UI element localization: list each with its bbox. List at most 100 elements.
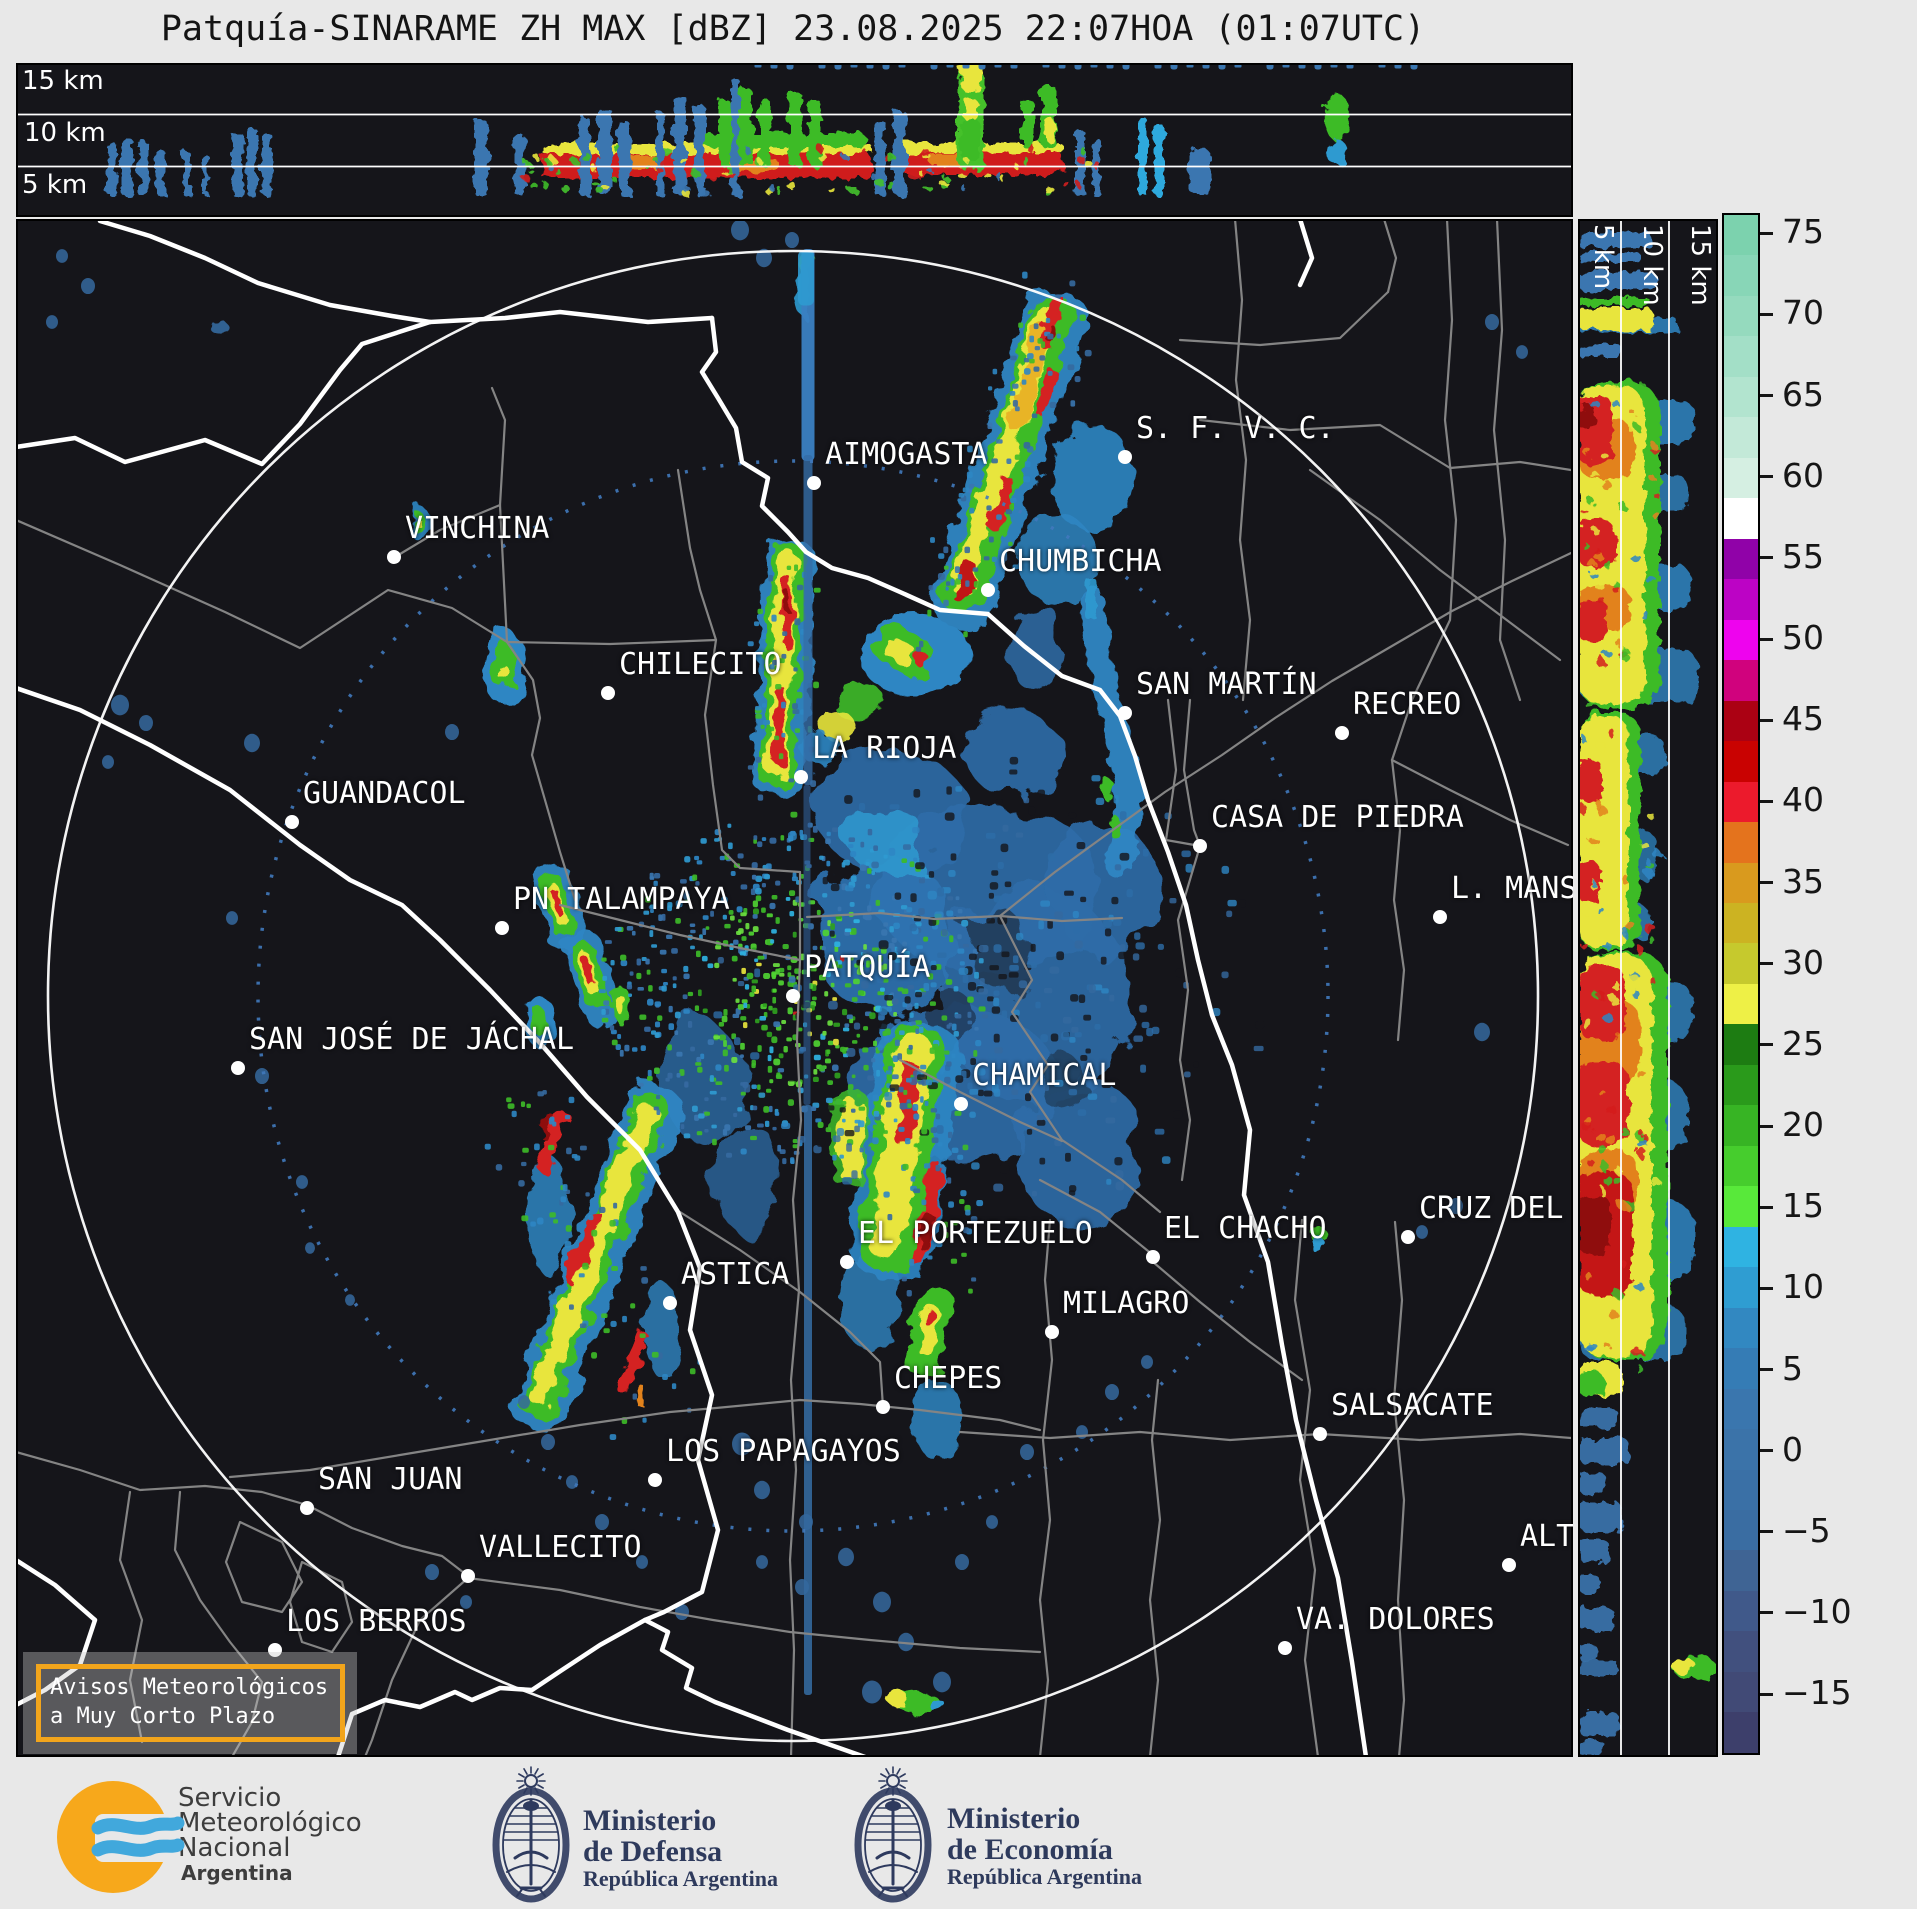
city-label: CHAMICAL	[972, 1058, 1117, 1093]
smn-country: Argentina	[181, 1861, 293, 1885]
city-label: SAN JOSÉ DE JÁCHAL	[249, 1022, 575, 1057]
right-axis-label-15km: 15 km	[1685, 224, 1715, 306]
warning-line-1: Avisos Meteorológicos	[50, 1675, 329, 1700]
colorbar-segment	[1724, 619, 1758, 661]
city-label: ALT	[1520, 1519, 1573, 1554]
colorbar-tick-label: 70	[1782, 293, 1824, 333]
colorbar-segment	[1724, 660, 1758, 701]
colorbar-tick-label: 40	[1782, 780, 1824, 820]
colorbar-segment	[1724, 579, 1758, 620]
colorbar-segment	[1724, 1226, 1758, 1268]
colorbar-tick-label: 50	[1782, 618, 1824, 658]
city-dot	[461, 1569, 475, 1583]
city-label: L. MANS	[1451, 871, 1573, 906]
city-dot	[231, 1061, 245, 1075]
colorbar-segment	[1724, 983, 1758, 1025]
colorbar-tick-label: 10	[1782, 1267, 1824, 1307]
colorbar-segment	[1724, 1469, 1758, 1510]
colorbar-segment	[1724, 1631, 1758, 1672]
colorbar-segment	[1724, 1145, 1758, 1187]
city-dot	[876, 1400, 890, 1414]
warning-line-2: a Muy Corto Plazo	[50, 1704, 276, 1729]
city-dot	[1193, 839, 1207, 853]
city-label: MILAGRO	[1063, 1286, 1190, 1321]
city-dot	[300, 1501, 314, 1515]
city-dot	[1313, 1427, 1327, 1441]
city-dot	[1335, 726, 1349, 740]
smn-logo-icon	[57, 1781, 185, 1893]
top-axis-label-10km: 10 km	[24, 118, 106, 148]
colorbar-segment	[1724, 1388, 1758, 1430]
city-label: LA RIOJA	[812, 731, 957, 766]
colorbar-tick	[1760, 1449, 1773, 1453]
colorbar-tick	[1760, 1043, 1773, 1047]
right-axis-label-10km: 10 km	[1637, 224, 1667, 306]
city-label: SAN JUAN	[318, 1462, 463, 1497]
smn-name-line1: Servicio	[178, 1783, 282, 1813]
colorbar-segment	[1724, 255, 1758, 296]
colorbar-tick-label: −10	[1782, 1591, 1852, 1631]
colorbar-tick	[1760, 475, 1773, 479]
colorbar-tick	[1760, 312, 1773, 316]
page-title: Patquía-SINARAME ZH MAX [dBZ] 23.08.2025…	[160, 9, 1426, 49]
defensa-line2: de Defensa	[583, 1835, 723, 1868]
colorbar-tick-label: 60	[1782, 455, 1824, 495]
colorbar-segment	[1724, 1307, 1758, 1349]
colorbar-tick	[1760, 637, 1773, 641]
colorbar-tick-label: −5	[1782, 1510, 1831, 1550]
colorbar-tick	[1760, 394, 1773, 398]
coat-of-arms-icon	[492, 1766, 570, 1903]
defensa-line1: Ministerio	[583, 1804, 717, 1837]
city-dot	[1502, 1558, 1516, 1572]
city-dot	[1146, 1250, 1160, 1264]
colorbar-segment	[1724, 376, 1758, 418]
colorbar-segment	[1724, 862, 1758, 903]
city-dot	[981, 583, 995, 597]
city-dot	[663, 1296, 677, 1310]
city-label: PN TALAMPAYA	[513, 882, 730, 917]
colorbar-tick	[1760, 881, 1773, 885]
colorbar-segment	[1724, 1510, 1758, 1551]
colorbar-tick-label: 25	[1782, 1023, 1824, 1063]
colorbar-tick-label: 5	[1782, 1348, 1803, 1388]
city-label: VINCHINA	[405, 511, 550, 546]
colorbar-segment	[1724, 943, 1758, 984]
colorbar-segment	[1724, 336, 1758, 377]
colorbar-tick-label: 30	[1782, 942, 1824, 982]
colorbar-segment	[1724, 498, 1758, 539]
colorbar-segment	[1724, 215, 1758, 256]
city-dot	[794, 770, 808, 784]
colorbar-segment	[1724, 1267, 1758, 1308]
colorbar-segment	[1724, 1590, 1758, 1632]
colorbar-tick	[1760, 1205, 1773, 1209]
right-axis-label-5km: 5 km	[1588, 224, 1618, 290]
city-label: CHEPES	[894, 1361, 1003, 1396]
economia-line1: Ministerio	[947, 1802, 1081, 1835]
city-label: AIMOGASTA	[825, 437, 988, 472]
colorbar-segment	[1724, 417, 1758, 458]
city-label: RECREO	[1353, 687, 1462, 722]
colorbar-segment	[1724, 538, 1758, 580]
city-dot	[1433, 910, 1447, 924]
city-label: SAN MARTÍN	[1136, 667, 1317, 702]
city-label: CHILECITO	[619, 647, 782, 682]
city-dot	[807, 476, 821, 490]
colorbar-tick-label: 45	[1782, 699, 1824, 739]
colorbar-tick	[1760, 556, 1773, 560]
colorbar-segment	[1724, 781, 1758, 823]
city-label: LOS PAPAGAYOS	[666, 1434, 901, 1469]
colorbar-tick	[1760, 1692, 1773, 1696]
city-dot	[1045, 1325, 1059, 1339]
colorbar-segment	[1724, 1550, 1758, 1591]
colorbar-tick	[1760, 1530, 1773, 1534]
smn-name-line3: Nacional	[178, 1833, 291, 1863]
colorbar-segment	[1724, 902, 1758, 944]
colorbar-segment	[1724, 1105, 1758, 1146]
city-label: PATQUÍA	[804, 950, 931, 985]
city-label: S. F. V. C.	[1136, 411, 1335, 446]
colorbar-tick	[1760, 799, 1773, 803]
city-dot	[1278, 1641, 1292, 1655]
colorbar-segment	[1724, 1064, 1758, 1106]
colorbar-tick	[1760, 1124, 1773, 1128]
city-label: LOS BERROS	[286, 1604, 467, 1639]
